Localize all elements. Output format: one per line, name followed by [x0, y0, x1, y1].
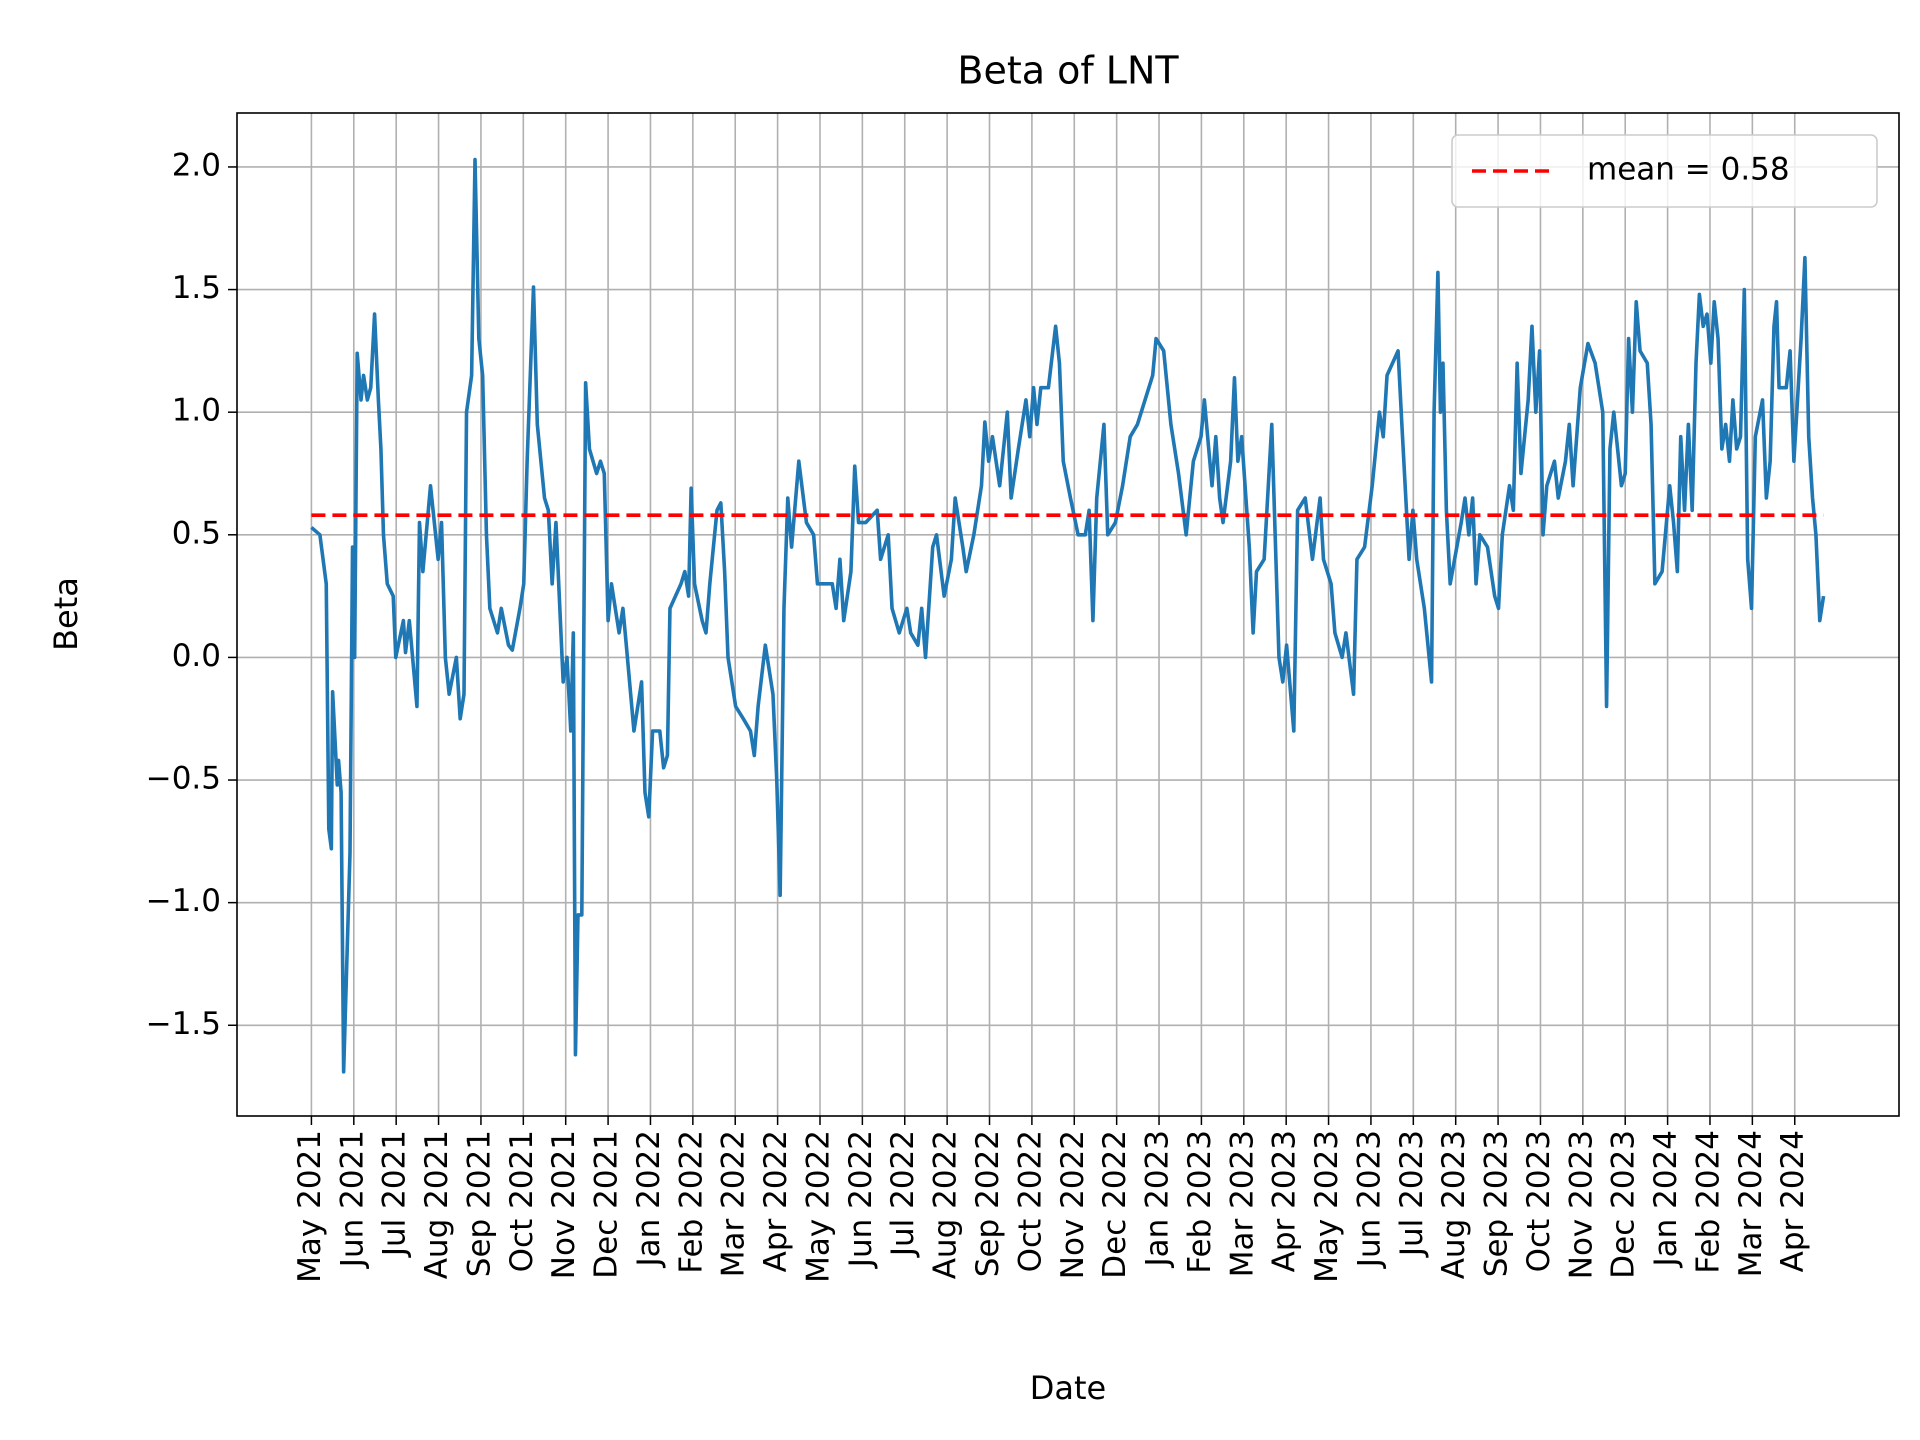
x-tick-label: Jun 2023	[1351, 1130, 1387, 1269]
y-tick-label: −1.5	[146, 1006, 221, 1042]
x-tick-label: Feb 2023	[1182, 1130, 1218, 1274]
y-axis-label: Beta	[47, 577, 85, 651]
x-tick-label: Jun 2021	[334, 1130, 370, 1269]
legend-label: mean = 0.58	[1587, 152, 1790, 188]
x-tick-label: Nov 2022	[1055, 1130, 1091, 1279]
x-tick-label: May 2021	[292, 1130, 328, 1283]
x-tick-label: Jan 2024	[1648, 1130, 1684, 1269]
y-tick-label: 1.0	[172, 393, 221, 429]
x-tick-label: Dec 2023	[1606, 1130, 1642, 1279]
x-tick-label: Jul 2023	[1394, 1130, 1430, 1258]
x-axis-label: Date	[1030, 1369, 1106, 1407]
y-tick-label: −0.5	[146, 761, 221, 797]
x-tick-label: Jul 2022	[885, 1130, 921, 1258]
x-tick-label: Apr 2023	[1267, 1130, 1303, 1272]
x-tick-label: Mar 2022	[716, 1130, 752, 1277]
x-tick-label: Aug 2023	[1436, 1130, 1472, 1279]
y-tick-label: 2.0	[172, 147, 221, 183]
x-tick-label: Mar 2024	[1733, 1130, 1769, 1277]
plot-frame	[236, 112, 1900, 1117]
data-line	[310, 157, 1826, 1074]
y-tick-label: 1.5	[172, 270, 221, 306]
x-tick-label: Sep 2023	[1479, 1130, 1515, 1277]
grid	[237, 113, 1899, 1116]
x-tick-label: Mar 2023	[1224, 1130, 1260, 1277]
x-tick-label: May 2023	[1309, 1130, 1345, 1283]
y-tick-label: 0.5	[172, 515, 221, 551]
legend: mean = 0.58	[1451, 134, 1878, 208]
legend-box	[1451, 134, 1878, 208]
x-tick-label: Nov 2023	[1563, 1130, 1599, 1279]
x-tick-label: Dec 2021	[589, 1130, 625, 1279]
x-tick-label: Apr 2022	[758, 1130, 794, 1272]
x-tick-label: Apr 2024	[1775, 1130, 1811, 1272]
x-tick-label: Jan 2022	[631, 1130, 667, 1269]
y-tick-label: −1.0	[146, 883, 221, 919]
x-tick-label: Sep 2022	[970, 1130, 1006, 1277]
x-tick-label: Jun 2022	[843, 1130, 879, 1269]
x-tick-label: Jan 2023	[1140, 1130, 1176, 1269]
x-tick-label: Feb 2024	[1690, 1130, 1726, 1274]
x-tick-label: Nov 2021	[546, 1130, 582, 1279]
x-tick-label: Sep 2021	[461, 1130, 497, 1277]
x-tick-label: Jul 2021	[377, 1130, 413, 1258]
y-tick-label: 0.0	[172, 638, 221, 674]
x-tick-label: Dec 2022	[1097, 1130, 1133, 1279]
x-tick-label: Feb 2022	[673, 1130, 709, 1274]
x-tick-label: Oct 2021	[504, 1130, 540, 1272]
x-tick-label: Aug 2021	[419, 1130, 455, 1279]
x-tick-label: May 2022	[800, 1130, 836, 1283]
x-tick-label: Oct 2023	[1521, 1130, 1557, 1272]
x-tick-label: Oct 2022	[1012, 1130, 1048, 1272]
chart-title: Beta of LNT	[957, 49, 1179, 93]
x-tick-label: Aug 2022	[928, 1130, 964, 1279]
